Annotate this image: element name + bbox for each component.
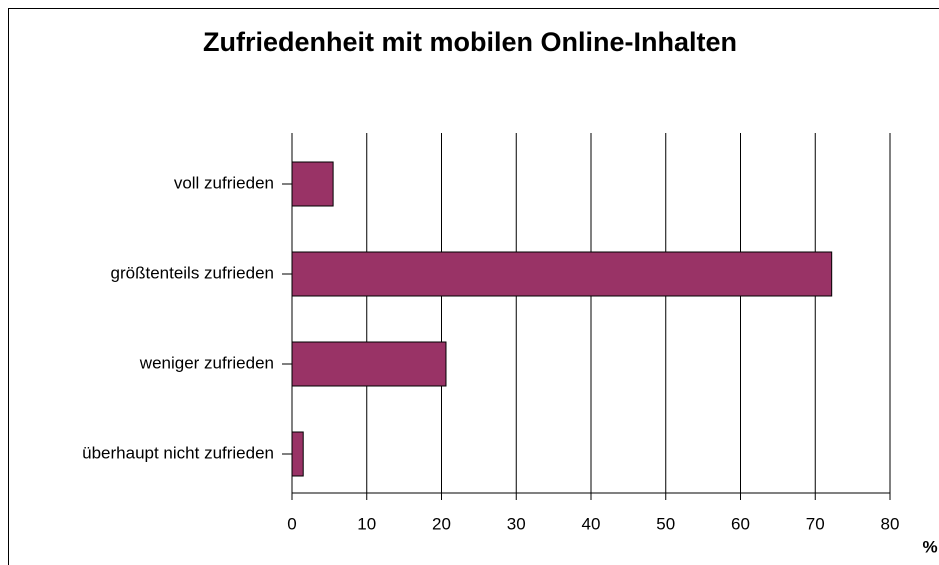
bar	[291, 161, 334, 207]
x-axis-label: %	[922, 537, 937, 556]
y-tick-label: weniger zufrieden	[139, 353, 274, 372]
bar	[291, 251, 833, 297]
x-tick-label: 40	[582, 514, 601, 533]
y-tick-label: größtenteils zufrieden	[111, 263, 274, 282]
bar	[291, 341, 447, 387]
frame	[8, 8, 939, 565]
bar	[291, 431, 304, 477]
x-tick-label: 20	[432, 514, 451, 533]
x-tick-label: 0	[287, 514, 296, 533]
x-tick-label: 60	[731, 514, 750, 533]
y-tick-label: überhaupt nicht zufrieden	[82, 443, 274, 462]
x-tick-label: 10	[357, 514, 376, 533]
x-tick-label: 70	[806, 514, 825, 533]
y-tick-label: voll zufrieden	[174, 173, 274, 192]
x-tick-label: 30	[507, 514, 526, 533]
x-tick-label: 50	[656, 514, 675, 533]
chart-title: Zufriedenheit mit mobilen Online-Inhalte…	[203, 27, 737, 57]
x-tick-label: 80	[881, 514, 900, 533]
